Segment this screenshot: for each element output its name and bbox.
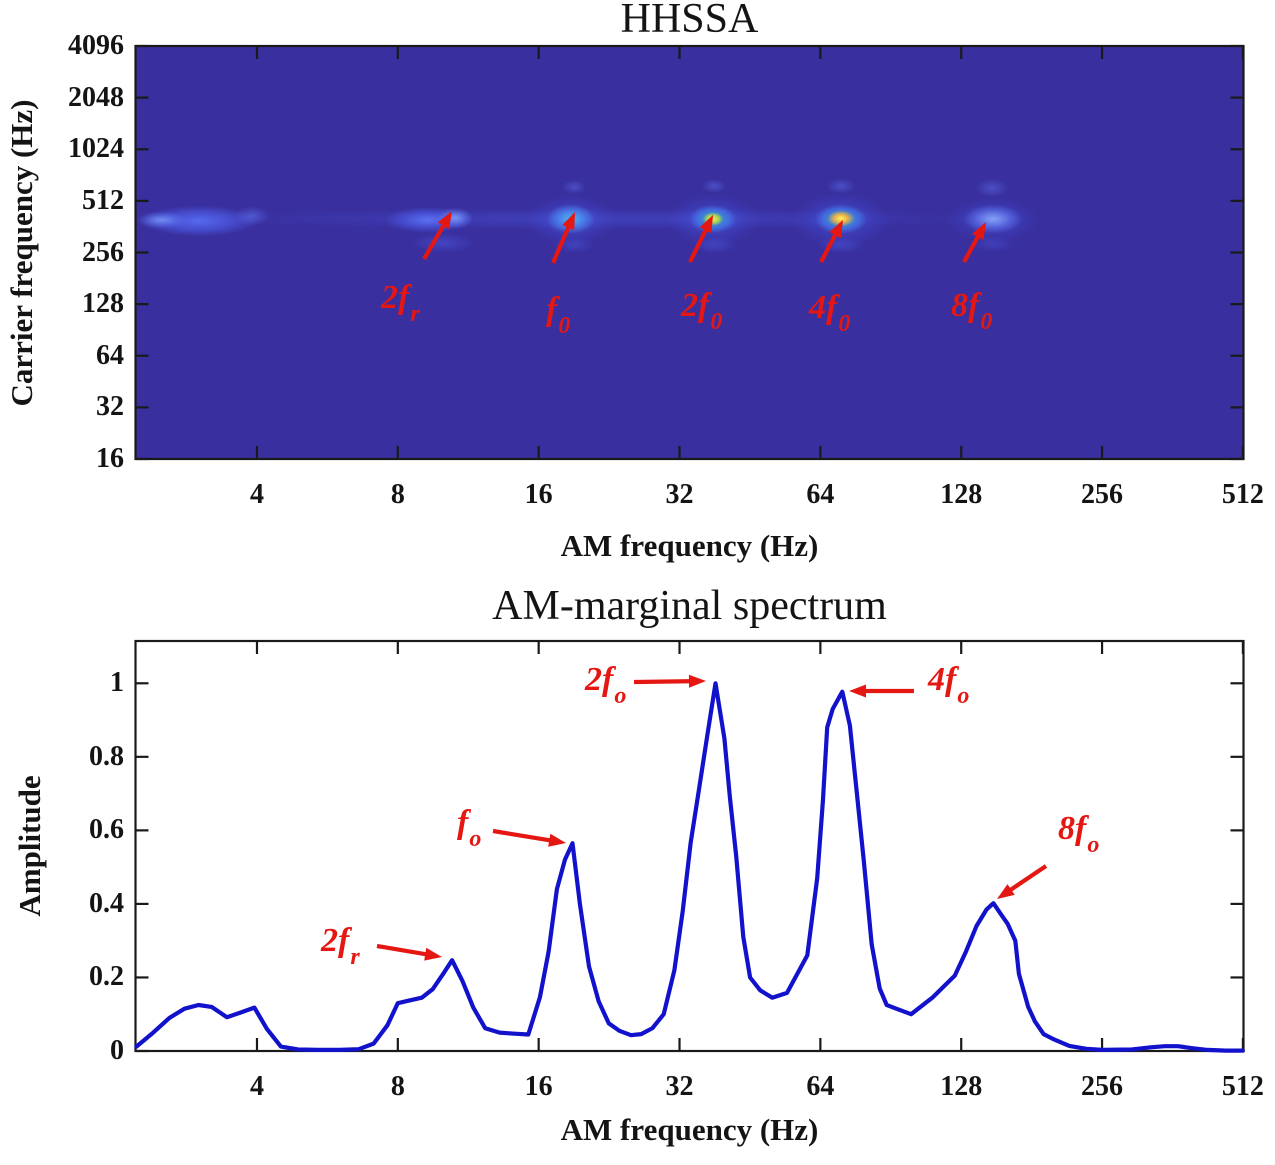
annotation-subscript: 0 bbox=[838, 311, 851, 337]
annotation-label-2fo: 2fo bbox=[585, 661, 626, 709]
heat-blob bbox=[685, 234, 744, 257]
annotation-arrow-shaft bbox=[633, 679, 697, 685]
top-x-tick-label: 64 bbox=[806, 479, 835, 510]
annotation-base: 4f bbox=[809, 289, 838, 326]
annotation-subscript: o bbox=[614, 683, 627, 709]
heat-blob bbox=[401, 229, 486, 256]
annotation-base: 2f bbox=[585, 661, 614, 698]
bottom-y-tick-label: 0 bbox=[110, 1035, 124, 1066]
bottom-y-tick-label: 0.8 bbox=[89, 740, 124, 772]
annotation-label-2fr: 2fr bbox=[321, 922, 360, 970]
annotation-label-f0: f0 bbox=[546, 291, 570, 339]
annotation-base: f bbox=[457, 804, 469, 841]
top-y-tick-label: 512 bbox=[82, 184, 124, 216]
annotation-base: 2f bbox=[321, 922, 350, 959]
heat-blob bbox=[136, 208, 193, 231]
bottom-y-tick-label: 0.4 bbox=[89, 887, 124, 919]
annotation-label-2f0: 2f0 bbox=[681, 287, 722, 335]
annotation-subscript: 0 bbox=[710, 309, 723, 335]
bottom-x-tick-label: 256 bbox=[1081, 1071, 1124, 1102]
top-y-tick-label: 32 bbox=[96, 391, 124, 423]
annotation-arrow-shaft bbox=[492, 828, 558, 844]
annotation-subscript: o bbox=[1087, 832, 1100, 858]
bottom-x-axis-label: AM frequency (Hz) bbox=[560, 1112, 819, 1147]
top-x-tick-label: 4 bbox=[249, 479, 264, 510]
bottom-y-tick-label: 0.2 bbox=[89, 961, 124, 993]
top-y-tick-label: 4096 bbox=[68, 30, 124, 61]
top-y-tick-label: 2048 bbox=[68, 81, 124, 113]
bottom-y-tick-label: 0.6 bbox=[89, 814, 124, 846]
annotation-label-8fo: 8fo bbox=[1058, 810, 1099, 858]
top-y-tick-label: 128 bbox=[82, 288, 124, 320]
top-y-tick-label: 16 bbox=[96, 443, 124, 474]
top-chart-title: HHSSA bbox=[620, 0, 759, 42]
heat-blob bbox=[547, 234, 600, 255]
annotation-arrow-head bbox=[548, 833, 566, 847]
annotation-label-fo: fo bbox=[457, 804, 481, 852]
bottom-x-tick-label: 4 bbox=[249, 1071, 264, 1102]
top-x-tick-label: 128 bbox=[940, 479, 983, 510]
annotation-arrow-shaft bbox=[376, 943, 434, 958]
annotation-subscript: r bbox=[410, 301, 420, 327]
bottom-x-tick-label: 64 bbox=[806, 1071, 835, 1102]
heat-blob bbox=[823, 175, 860, 196]
spectrum-line bbox=[134, 681, 1246, 1053]
heat-blob bbox=[964, 233, 1023, 254]
top-x-tick-label: 512 bbox=[1221, 479, 1264, 510]
top-y-tick-label: 256 bbox=[82, 236, 124, 268]
heat-blob bbox=[432, 204, 478, 231]
heat-blob bbox=[558, 177, 589, 196]
annotation-subscript: o bbox=[469, 826, 482, 852]
annotation-subscript: o bbox=[957, 683, 970, 709]
top-x-tick-label: 32 bbox=[665, 479, 694, 510]
bottom-x-tick-label: 128 bbox=[940, 1071, 983, 1102]
heat-blob bbox=[971, 175, 1014, 200]
hhssa-heatmap bbox=[136, 47, 1243, 459]
bottom-y-tick-label: 1 bbox=[110, 667, 124, 699]
annotation-subscript: 0 bbox=[558, 313, 571, 339]
bottom-x-tick-label: 16 bbox=[524, 1071, 553, 1102]
annotation-base: 8f bbox=[1058, 810, 1087, 847]
annotation-label-4f0: 4f0 bbox=[809, 289, 850, 337]
annotation-arrow-head bbox=[849, 684, 866, 698]
heat-blob bbox=[956, 200, 1031, 237]
top-x-tick-label: 256 bbox=[1081, 479, 1124, 510]
annotation-base: 4f bbox=[928, 661, 957, 698]
bottom-x-tick-label: 8 bbox=[390, 1071, 405, 1102]
annotation-arrow-shaft bbox=[1003, 864, 1048, 896]
annotation-label-8f0: 8f0 bbox=[951, 287, 992, 335]
bottom-x-tick-label: 512 bbox=[1221, 1071, 1264, 1102]
annotation-label-4fo: 4fo bbox=[928, 661, 969, 709]
bottom-chart-title: AM-marginal spectrum bbox=[492, 583, 887, 629]
top-x-axis-label: AM frequency (Hz) bbox=[560, 528, 819, 563]
top-x-tick-label: 8 bbox=[390, 479, 405, 510]
annotation-base: 2f bbox=[681, 287, 710, 324]
annotation-subscript: 0 bbox=[980, 309, 993, 335]
heat-blob bbox=[540, 199, 603, 238]
top-x-tick-label: 16 bbox=[524, 479, 553, 510]
annotation-label-2fr: 2fr bbox=[381, 279, 420, 327]
annotation-base: 8f bbox=[951, 287, 980, 324]
heat-blob bbox=[701, 210, 726, 227]
annotation-arrow-head bbox=[424, 947, 442, 961]
annotation-base: f bbox=[546, 291, 558, 328]
annotation-arrow-head bbox=[997, 884, 1015, 899]
annotation-arrow-head bbox=[688, 674, 706, 688]
annotation-subscript: r bbox=[350, 944, 360, 970]
top-y-tick-label: 64 bbox=[96, 339, 124, 371]
heat-blob bbox=[228, 202, 275, 229]
annotation-base: 2f bbox=[381, 279, 410, 316]
bottom-x-tick-label: 32 bbox=[665, 1071, 694, 1102]
top-y-tick-label: 1024 bbox=[68, 133, 124, 165]
heat-blob bbox=[810, 234, 873, 257]
